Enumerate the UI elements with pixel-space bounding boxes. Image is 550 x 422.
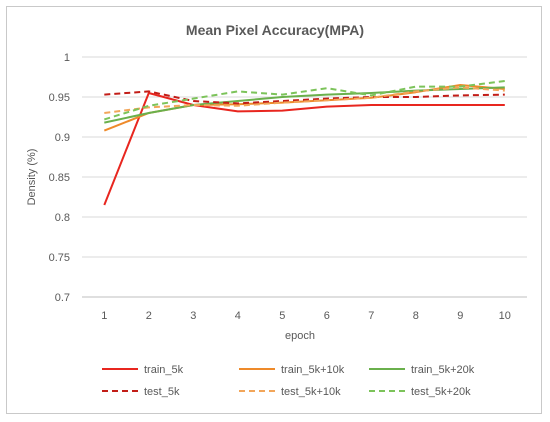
y-tick-label: 0.9 (55, 132, 70, 144)
legend-label: test_5k (144, 386, 180, 398)
y-tick-label: 0.75 (49, 252, 70, 264)
series-line-train_5k (103, 92, 505, 206)
y-tick-label: 0.8 (55, 212, 70, 224)
legend-label: test_5k+10k (281, 386, 341, 398)
x-tick-labels: 1 2 3 4 5 6 7 8 9 10 (101, 310, 511, 322)
x-tick-label: 6 (324, 310, 330, 322)
y-tick-label: 0.85 (49, 172, 70, 184)
x-tick-label: 3 (190, 310, 196, 322)
x-tick-label: 7 (368, 310, 374, 322)
chart-title: Mean Pixel Accuracy(MPA) (186, 22, 364, 38)
legend-label: train_5k+10k (281, 364, 345, 376)
series-lines (103, 80, 505, 206)
x-tick-label: 1 (101, 310, 107, 322)
line-chart: Mean Pixel Accuracy(MPA) 0.70.750.80.850… (26, 22, 527, 398)
y-tick-labels: 0.7 0.75 0.8 0.85 0.9 0.95 1 (49, 52, 70, 304)
series-line-test_5k (104, 90, 505, 105)
y-axis-label: Density (%) (26, 149, 38, 206)
y-tick-label: 0.7 (55, 292, 70, 304)
y-tick-label: 1 (64, 52, 70, 64)
legend: train_5k train_5k+10k train_5k+20k test_5k t… (102, 364, 475, 398)
x-tick-label: 9 (457, 310, 463, 322)
x-axis-label: epoch (285, 330, 315, 342)
x-tick-label: 2 (146, 310, 152, 322)
legend-label: train_5k (144, 364, 184, 376)
series-line-test_5k+20k (104, 80, 505, 121)
y-tick-label: 0.95 (49, 92, 70, 104)
x-tick-label: 10 (499, 310, 511, 322)
legend-label: test_5k+20k (411, 386, 471, 398)
x-tick-label: 5 (279, 310, 285, 322)
x-tick-label: 4 (235, 310, 241, 322)
gridlines (82, 56, 527, 298)
x-tick-label: 8 (413, 310, 419, 322)
chart-frame: Mean Pixel Accuracy(MPA) 0.7 0.75 0.8 0.85 0… (6, 6, 542, 414)
legend-label: train_5k+20k (411, 364, 475, 376)
series-line-test_5k+10k (104, 86, 505, 114)
